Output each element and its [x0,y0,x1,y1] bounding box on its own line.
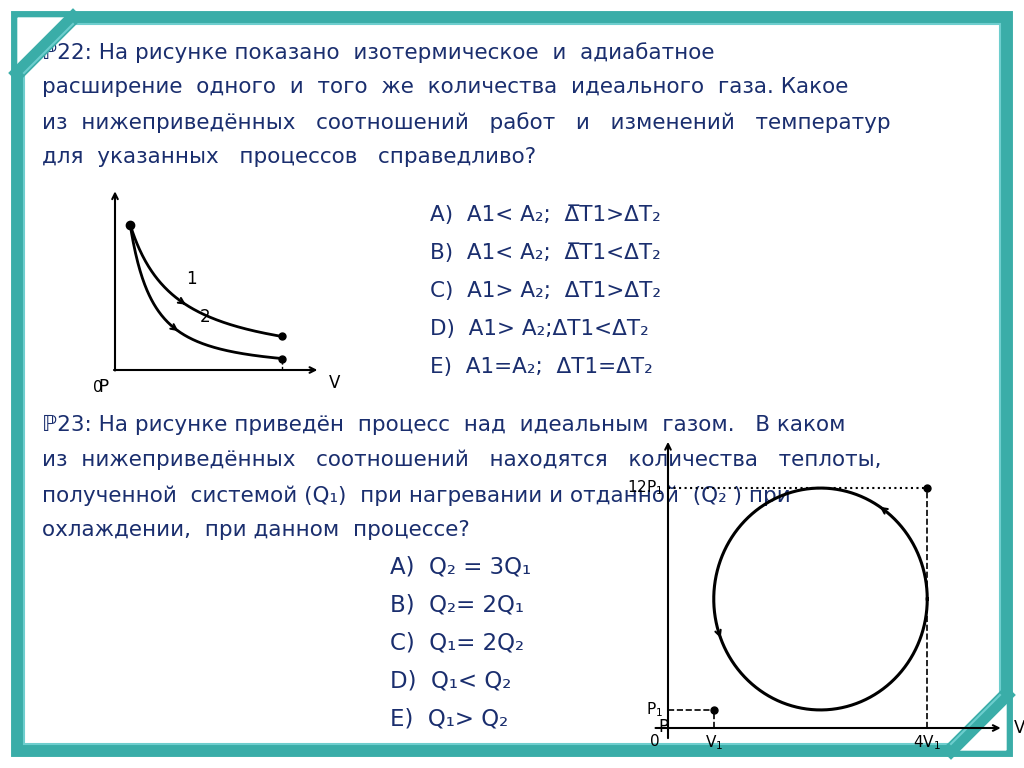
Text: E)  A1=A₂;  ΔT1=ΔT₂: E) A1=A₂; ΔT1=ΔT₂ [430,357,652,377]
Text: B)  A1< A₂;  Δ̅T1<ΔT₂: B) A1< A₂; Δ̅T1<ΔT₂ [430,243,660,263]
Text: D)  Q₁< Q₂: D) Q₁< Q₂ [390,669,511,692]
Text: P: P [98,378,109,396]
Text: 12P$_1$: 12P$_1$ [627,478,663,498]
Text: охлаждении,  при данном  процессе?: охлаждении, при данном процессе? [42,520,470,540]
Text: A)  A1< A₂;  Δ̅T1>ΔT₂: A) A1< A₂; Δ̅T1>ΔT₂ [430,205,660,225]
Text: C)  Q₁= 2Q₂: C) Q₁= 2Q₂ [390,631,524,654]
Text: P: P [658,718,668,736]
Text: 4V$_1$: 4V$_1$ [913,733,941,752]
Text: V: V [1014,719,1024,737]
Text: B)  Q₂= 2Q₁: B) Q₂= 2Q₁ [390,593,524,616]
Text: из  нижеприведённых   соотношений   работ   и   изменений   температур: из нижеприведённых соотношений работ и и… [42,112,891,133]
Text: для  указанных   процессов   справедливо?: для указанных процессов справедливо? [42,147,537,167]
Text: P$_1$: P$_1$ [646,700,663,720]
Text: 0: 0 [93,380,103,395]
Text: из  нижеприведённых   соотношений   находятся   количества   теплоты,: из нижеприведённых соотношений находятся… [42,450,882,471]
Text: 1: 1 [186,270,198,288]
Text: A)  Q₂ = 3Q₁: A) Q₂ = 3Q₁ [390,555,531,578]
Text: 2: 2 [200,308,210,326]
Text: V$_1$: V$_1$ [705,733,723,752]
Text: C)  A1> A₂;  ΔT1>ΔT₂: C) A1> A₂; ΔT1>ΔT₂ [430,281,662,301]
Text: E)  Q₁> Q₂: E) Q₁> Q₂ [390,707,508,730]
Text: ℙ22: На рисунке показано  изотермическое  и  адиабатное: ℙ22: На рисунке показано изотермическое … [42,42,715,63]
Text: ℙ23: На рисунке приведён  процесс  над  идеальным  газом.   В каком: ℙ23: На рисунке приведён процесс над иде… [42,415,846,435]
Text: D)  A1> A₂;ΔT1<ΔT₂: D) A1> A₂;ΔT1<ΔT₂ [430,319,649,339]
Text: полученной  системой (Q₁)  при нагревании и отданной  (Q₂ ) при: полученной системой (Q₁) при нагревании … [42,485,791,505]
Text: V: V [329,374,340,392]
Text: расширение  одного  и  того  же  количества  идеального  газа. Какое: расширение одного и того же количества и… [42,77,848,97]
Polygon shape [18,18,73,73]
Polygon shape [951,695,1006,750]
Text: 0: 0 [650,734,660,749]
